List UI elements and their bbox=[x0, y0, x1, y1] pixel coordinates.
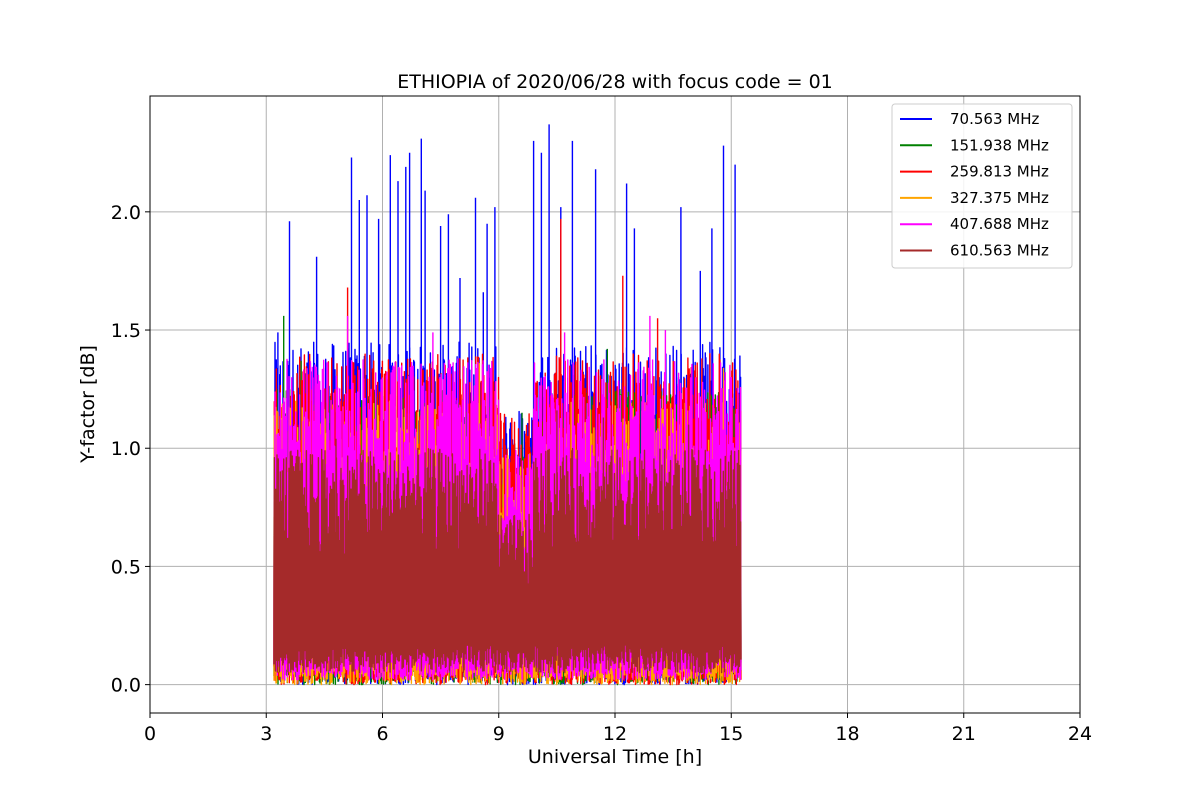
y-tick-label: 0.0 bbox=[111, 675, 141, 697]
y-axis-label: Y-factor [dB] bbox=[77, 345, 99, 464]
x-tick-label: 15 bbox=[719, 723, 743, 745]
y-tick-label: 1.5 bbox=[111, 320, 141, 342]
x-tick-label: 24 bbox=[1068, 723, 1092, 745]
x-tick-label: 18 bbox=[835, 723, 859, 745]
legend-box bbox=[891, 103, 1073, 269]
legend-label: 610.563 MHz bbox=[950, 242, 1049, 260]
legend-label: 327.375 MHz bbox=[950, 189, 1049, 207]
y-tick-label: 2.0 bbox=[111, 202, 141, 224]
series-line bbox=[273, 410, 742, 674]
x-axis-label: Universal Time [h] bbox=[528, 746, 702, 768]
legend-label: 70.563 MHz bbox=[950, 110, 1039, 128]
legend: 70.563 MHz 151.938 MHz 259.813 MHz 327.375 … bbox=[891, 103, 1073, 269]
x-tick-label: 21 bbox=[952, 723, 976, 745]
x-tick-label: 12 bbox=[603, 723, 627, 745]
x-tick-label: 6 bbox=[376, 723, 388, 745]
x-tick-label: 9 bbox=[493, 723, 505, 745]
legend-label: 407.688 MHz bbox=[950, 215, 1049, 233]
y-tick-label: 1.0 bbox=[111, 438, 141, 460]
plot-area bbox=[273, 124, 742, 686]
x-tick-label: 3 bbox=[260, 723, 272, 745]
axis-ticks: 0 3 6 9 12 15 18 21 24 0.0 0.5 1.0 1.5 2.0 bbox=[111, 202, 1092, 745]
x-tick-label: 0 bbox=[144, 723, 156, 745]
legend-label: 151.938 MHz bbox=[950, 136, 1049, 154]
y-tick-label: 0.5 bbox=[111, 556, 141, 578]
legend-label: 259.813 MHz bbox=[950, 163, 1049, 181]
chart-title: ETHIOPIA of 2020/06/28 with focus code =… bbox=[397, 71, 833, 93]
